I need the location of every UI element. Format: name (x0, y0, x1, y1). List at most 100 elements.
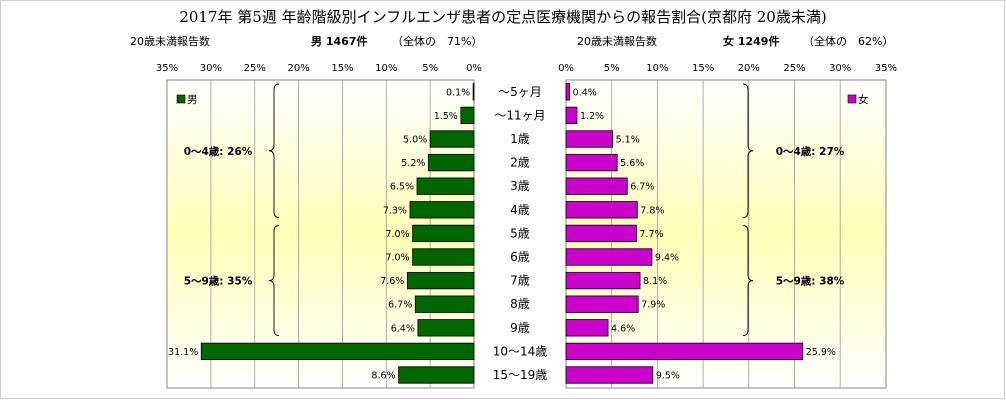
male-value-label: 7.3% (383, 205, 407, 216)
male-tick-label: 10% (375, 63, 397, 74)
age-group-brackets: 0〜4歳: 26% 5〜9歳: 35% 0〜4歳: 27% 5〜9歳: 38% (184, 83, 845, 337)
male-value-label: 6.4% (391, 323, 415, 334)
female-bar (565, 248, 653, 266)
female-value-label: 9.5% (656, 371, 680, 382)
female-value-label: 0.4% (573, 87, 597, 98)
female-value-label: 1.2% (580, 111, 604, 122)
male-bar (200, 342, 475, 361)
male-bar (398, 366, 475, 384)
male-value-label: 31.1% (168, 347, 198, 358)
female-value-label: 8.1% (643, 276, 667, 287)
female-bar (565, 271, 641, 290)
female-tick-label: 30% (829, 63, 851, 74)
left-age-group-bracket (268, 225, 280, 337)
female-bar (565, 319, 609, 337)
female-bar (565, 366, 654, 384)
category-labels: 〜5ヶ月〜11ヶ月 1歳 2歳 3歳 4歳 5歳 6歳 7歳 8歳 9歳 10〜14歳 15〜19歳 (493, 85, 548, 382)
data-labels: 0.1% 0.4% 1.5% 1.2% 5.0% 5.1% 5.2% 5.6% 6.5% 6.7%… (168, 87, 836, 381)
right-age-group-bracket (742, 83, 754, 219)
right-age-group-label: 0〜4歳: 27% (776, 145, 845, 158)
male-value-label: 1.5% (434, 111, 458, 122)
female-bar (565, 177, 628, 195)
female-tick-label: 5% (604, 63, 620, 74)
male-bar (412, 224, 475, 243)
male-legend: 男 (176, 94, 198, 106)
female-value-label: 25.9% (806, 347, 836, 358)
female-value-label: 5.6% (620, 158, 644, 169)
female-bar (565, 201, 638, 219)
age-category-label: 2歳 (510, 156, 530, 170)
female-value-label: 9.4% (655, 253, 679, 264)
age-category-label: 8歳 (510, 297, 530, 311)
male-bar (427, 153, 475, 172)
age-category-label: 6歳 (510, 250, 530, 264)
female-value-label: 4.6% (611, 323, 635, 334)
left-age-group-label: 0〜4歳: 26% (184, 145, 253, 158)
male-legend-swatch (176, 94, 186, 104)
female-tick-label: 35% (875, 63, 897, 74)
age-category-label: 5歳 (510, 226, 530, 240)
age-category-label: 1歳 (510, 132, 530, 146)
female-header-share: （全体の 62%） (803, 34, 893, 48)
age-category-label: 7歳 (510, 274, 530, 288)
female-legend-label: 女 (858, 93, 869, 106)
female-tick-label: 15% (692, 63, 714, 74)
female-bar (565, 130, 614, 148)
male-value-label: 7.6% (380, 276, 404, 287)
male-bar (414, 295, 475, 313)
axis-tick-labels: 35% 30% 25% 20% 15% 10% 5% 0% 0% 5% 10% 15% 20% 25% 30… (156, 63, 897, 74)
age-category-label: 15〜19歳 (493, 368, 548, 382)
right-age-group-label: 5〜9歳: 38% (776, 275, 845, 288)
female-bar (565, 224, 637, 243)
bars (200, 83, 804, 384)
male-value-label: 5.0% (403, 135, 427, 146)
male-tick-label: 20% (287, 63, 309, 74)
female-header-count: 女 1249件 (723, 34, 779, 48)
female-tick-label: 10% (646, 63, 668, 74)
male-value-label: 5.2% (401, 158, 425, 169)
male-header-count: 男 1467件 (311, 34, 367, 48)
left-age-group-bracket (268, 83, 280, 219)
male-header-left: 20歳未満報告数 (130, 35, 210, 48)
age-category-label: 10〜14歳 (493, 344, 548, 358)
right-age-group-bracket (742, 225, 754, 337)
female-value-label: 7.9% (641, 300, 665, 311)
left-age-group-label: 5〜9歳: 35% (184, 275, 253, 288)
male-tick-label: 30% (200, 63, 222, 74)
female-bar (565, 83, 571, 101)
female-tick-label: 0% (558, 63, 574, 74)
female-bar (565, 342, 804, 361)
male-bar (472, 83, 475, 101)
male-tick-label: 15% (331, 63, 353, 74)
age-category-label: 9歳 (510, 321, 530, 335)
male-value-label: 7.0% (385, 253, 409, 264)
male-bar (460, 106, 475, 125)
female-tick-label: 25% (783, 63, 805, 74)
male-legend-label: 男 (187, 94, 198, 106)
male-bar (416, 177, 475, 195)
female-bar (565, 153, 618, 172)
male-value-label: 6.5% (390, 182, 414, 193)
male-tick-label: 35% (156, 63, 178, 74)
male-bar (409, 201, 475, 219)
female-value-label: 5.1% (616, 135, 640, 146)
male-tick-label: 25% (244, 63, 266, 74)
male-bar (412, 248, 475, 266)
male-tick-label: 5% (422, 63, 438, 74)
male-value-label: 6.7% (388, 300, 412, 311)
age-category-label: 〜5ヶ月 (498, 85, 542, 99)
male-header-share: （全体の 71%） (392, 34, 482, 48)
female-bar (565, 295, 639, 313)
male-bar (406, 271, 475, 290)
female-bar (565, 106, 578, 125)
female-value-label: 6.7% (630, 182, 654, 193)
female-legend-swatch (847, 94, 857, 104)
female-value-label: 7.7% (639, 229, 663, 240)
male-bar (429, 130, 475, 148)
male-value-label: 7.0% (385, 229, 409, 240)
female-value-label: 7.8% (640, 205, 664, 216)
chart-title: 2017年 第5週 年齢階級別インフルエンザ患者の定点医療機関からの報告割合(京… (179, 8, 826, 26)
female-tick-label: 20% (738, 63, 760, 74)
male-value-label: 8.6% (371, 371, 395, 382)
